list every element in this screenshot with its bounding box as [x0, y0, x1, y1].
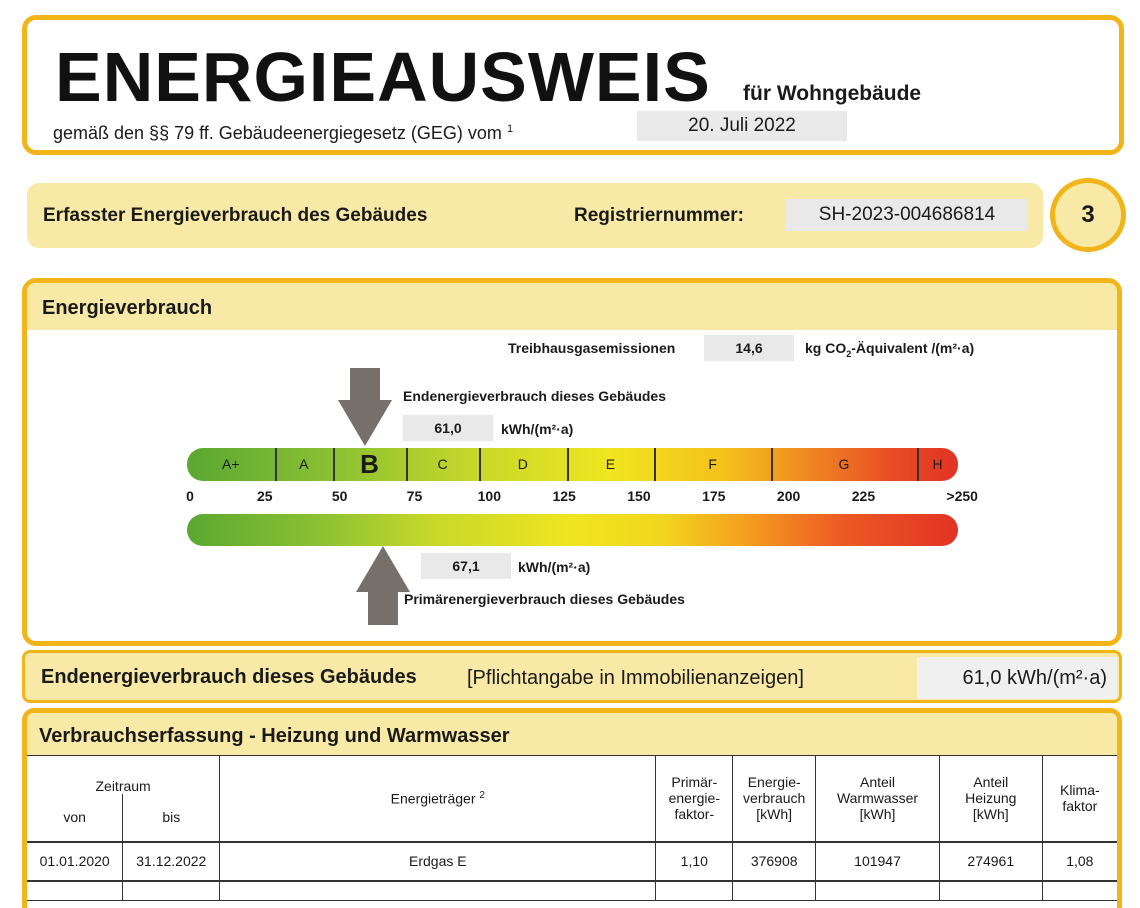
page-number-badge: 3 [1050, 178, 1126, 252]
subtitle: gemäß den §§ 79 ff. Gebäudeenergiegesetz… [53, 118, 513, 144]
cell-primary-factor: 1,10 [655, 841, 734, 881]
section-header: Energieverbrauch [27, 283, 1117, 330]
footnote-marker: 2 [479, 789, 485, 801]
registration-number: SH-2023-004686814 [786, 199, 1028, 231]
col-heating: Anteil Heizung [kWh] [938, 755, 1043, 842]
class-divider [479, 448, 481, 481]
energy-class-C: C [437, 456, 448, 472]
class-divider [406, 448, 408, 481]
col-climate-factor: Klima- faktor [1041, 755, 1117, 842]
section-header: Verbrauchserfassung - Heizung und Warmwa… [27, 713, 1117, 755]
col-carrier: Energieträger 2 [219, 755, 657, 842]
registration-label: Registriernummer: [574, 205, 744, 226]
cell-climate-factor: 1,08 [1041, 841, 1117, 881]
col-consumption: Energie- verbrauch [kWh] [732, 755, 817, 842]
cell-hot-water: 101947 [815, 841, 940, 881]
consumption-record-section: Verbrauchserfassung - Heizung und Warmwa… [22, 708, 1122, 908]
scale-tick: 0 [186, 488, 194, 504]
summary-note: [Pflichtangabe in Immobilienanzeigen] [467, 667, 804, 689]
class-divider [771, 448, 773, 481]
document-title: ENERGIEAUSWEIS [55, 38, 711, 116]
scale-tick: 25 [257, 488, 273, 504]
final-energy-value: 61,0 [403, 415, 493, 441]
energy-class-G: G [838, 456, 850, 472]
cell-heating: 274961 [938, 841, 1043, 881]
energy-class-F: F [708, 456, 717, 472]
scale-tick: 125 [552, 488, 576, 504]
class-divider [274, 448, 277, 481]
class-divider [917, 448, 919, 481]
scale-tick: >250 [946, 488, 978, 504]
col-hot-water: Anteil Warmwasser [kWh] [815, 755, 940, 842]
primary-energy-unit: kWh/(m²·a) [518, 559, 591, 575]
ghg-value: 14,6 [704, 335, 794, 361]
cell-from: 01.01.2020 [27, 841, 124, 881]
class-divider [654, 448, 657, 481]
law-date: 20. Juli 2022 [637, 111, 847, 141]
col-period: Zeitraum [27, 755, 221, 794]
ghg-unit-post: -Äquivalent /(m²·a) [851, 340, 975, 356]
summary-value: 61,0 kWh/(m²·a) [917, 657, 1117, 699]
summary-bar: Endenergieverbrauch dieses Gebäudes [Pfl… [22, 650, 1122, 703]
energy-class-H: H [932, 456, 943, 472]
primary-energy-scale [187, 514, 958, 546]
scale-tick: 225 [851, 488, 876, 504]
scale-tick: 175 [702, 488, 726, 504]
consumption-table: Zeitraum Energieträger 2 Primär- energie… [27, 755, 1117, 901]
carrier-header: Energieträger [390, 790, 476, 807]
registration-bar: Erfasster Energieverbrauch des Gebäudes … [27, 183, 1043, 248]
ghg-unit: kg CO2-Äquivalent /(m²·a) [805, 340, 974, 359]
energy-class-D: D [517, 456, 528, 472]
subtitle-text: gemäß den §§ 79 ff. Gebäudeenergiegesetz… [53, 123, 502, 143]
energy-class-E: E [605, 456, 616, 472]
primary-energy-value: 67,1 [421, 553, 511, 579]
primary-energy-label: Primärenergieverbrauch dieses Gebäudes [404, 591, 685, 607]
col-primary-factor: Primär- energie- faktor- [655, 755, 734, 842]
section-title: Energieverbrauch [42, 297, 213, 319]
section-title: Verbrauchserfassung - Heizung und Warmwa… [39, 725, 510, 747]
energy-class-B: B [360, 449, 379, 479]
cell-consumption: 376908 [732, 841, 817, 881]
section-label: Erfasster Energieverbrauch des Gebäudes [43, 205, 428, 226]
scale-tick: 200 [776, 488, 801, 504]
summary-label: Endenergieverbrauch dieses Gebäudes [41, 666, 417, 688]
ghg-label: Treibhausgasemissionen [508, 340, 676, 356]
energy-class-A+: A+ [222, 456, 240, 472]
final-energy-label: Endenergieverbrauch dieses Gebäudes [403, 388, 666, 404]
scale-tick: 75 [406, 488, 423, 504]
energy-class-A: A [299, 456, 309, 472]
scale-tick: 150 [627, 488, 651, 504]
cell-carrier: Erdgas E [219, 841, 657, 881]
energy-class-scale: A+ A B C D E F G H [187, 448, 958, 481]
table-row: 01.01.2020 31.12.2022 Erdgas E 1,10 3769… [27, 841, 1117, 881]
col-from: von [27, 793, 124, 842]
class-divider [566, 448, 569, 481]
footnote-marker: 1 [506, 123, 514, 135]
cell-to: 31.12.2022 [122, 841, 221, 881]
header-box: ENERGIEAUSWEIS für Wohngebäude gemäß den… [22, 15, 1124, 155]
ghg-unit-pre: kg CO [805, 340, 847, 356]
ghg-unit-sub: 2 [846, 348, 852, 359]
col-to: bis [122, 793, 221, 842]
building-type: für Wohngebäude [743, 82, 922, 105]
scale-tick: 50 [331, 488, 348, 504]
class-divider [333, 448, 335, 481]
scale-tick: 100 [477, 488, 501, 504]
table-row-empty [27, 880, 1117, 901]
final-energy-unit: kWh/(m²·a) [501, 421, 574, 437]
